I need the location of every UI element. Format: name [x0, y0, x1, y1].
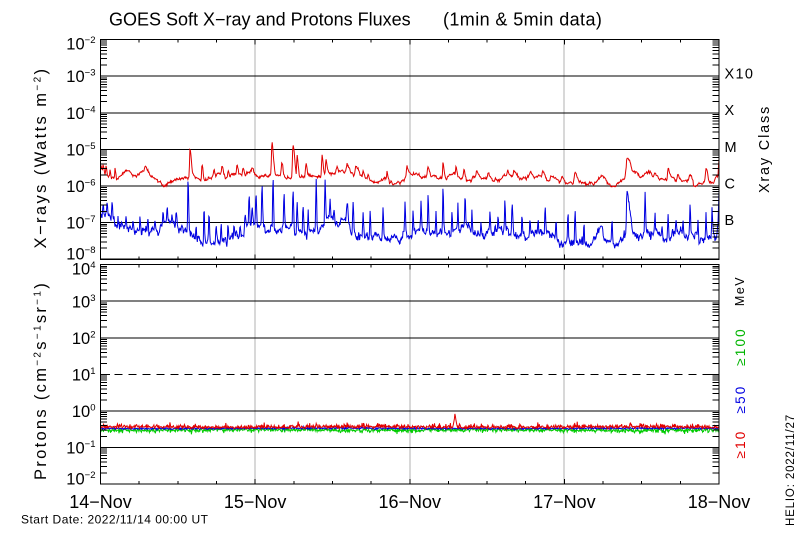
svg-text:GOES Soft X−ray and Protons Fl: GOES Soft X−ray and Protons Fluxes: [109, 10, 411, 30]
svg-text:100: 100: [72, 403, 96, 422]
svg-text:18−Nov: 18−Nov: [688, 492, 751, 512]
svg-text:C: C: [725, 177, 737, 193]
svg-text:X−rays (Watts m−2): X−rays (Watts m−2): [32, 67, 50, 249]
svg-text:X: X: [725, 103, 736, 119]
svg-text:15−Nov: 15−Nov: [224, 492, 287, 512]
svg-text:HELIO: 2022/11/27: HELIO: 2022/11/27: [785, 414, 797, 526]
svg-text:17−Nov: 17−Nov: [533, 492, 596, 512]
svg-text:Protons (cm−2s−1sr−1): Protons (cm−2s−1sr−1): [32, 281, 50, 480]
svg-text:Start Date: 2022/11/14 00:00 U: Start Date: 2022/11/14 00:00 UT: [21, 512, 209, 526]
svg-text:B: B: [725, 213, 736, 229]
svg-text:102: 102: [72, 329, 96, 348]
svg-text:14−Nov: 14−Nov: [69, 492, 132, 512]
svg-text:104: 104: [72, 260, 96, 279]
svg-text:101: 101: [72, 366, 96, 385]
svg-text:≥10: ≥10: [733, 429, 748, 458]
svg-text:(1min & 5min data): (1min & 5min data): [443, 10, 602, 30]
svg-text:≥50: ≥50: [733, 384, 748, 413]
svg-text:≥100: ≥100: [733, 327, 748, 366]
svg-text:16−Nov: 16−Nov: [379, 492, 442, 512]
svg-text:M: M: [725, 140, 738, 156]
svg-text:MeV: MeV: [733, 276, 747, 306]
svg-text:Xray Class: Xray Class: [757, 105, 773, 193]
svg-text:103: 103: [72, 293, 96, 312]
svg-text:X10: X10: [725, 67, 755, 83]
